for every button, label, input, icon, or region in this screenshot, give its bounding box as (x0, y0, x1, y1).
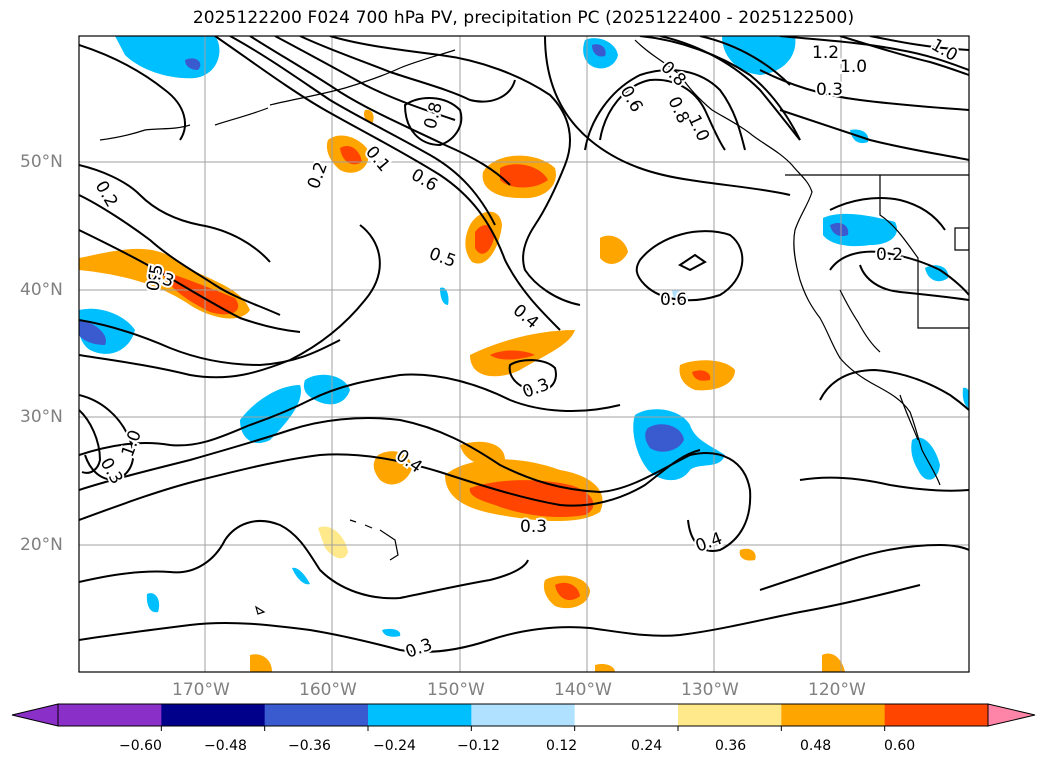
lat-label-30n: 30°N (20, 407, 63, 427)
contour-label: 1.2 (812, 43, 839, 63)
contour-label: 1.0 (928, 35, 961, 66)
contour-label: 0.2 (91, 178, 122, 211)
colorbar-extend-high (987, 703, 1036, 727)
lon-label-130w: 130°W (681, 680, 739, 700)
contour-label: 0.4 (693, 529, 725, 557)
colorbar-tick-label: −0.36 (288, 738, 331, 754)
colorbar-segment (884, 704, 989, 726)
contour-label: 0.3 (520, 375, 552, 403)
lat-label-50n: 50°N (20, 152, 63, 172)
lon-label-120w: 120°W (808, 680, 866, 700)
colorbar-tick-label: 0.60 (884, 738, 916, 754)
contour-label: 0.8 (421, 100, 447, 131)
lon-label-140w: 140°W (554, 680, 612, 700)
colorbar-segment (781, 704, 886, 726)
colorbar-segment (678, 704, 782, 726)
contour-label: 0.1 (361, 142, 394, 176)
colorbar-tick-label: 0.48 (800, 738, 832, 754)
lon-label-170w: 170°W (172, 680, 230, 700)
colorbar-segment (368, 704, 472, 726)
contour-label: 0.2 (304, 159, 332, 191)
colorbar-tick-label: −0.60 (119, 738, 162, 754)
colorbar-segment (58, 704, 162, 726)
colorbar (11, 703, 1036, 731)
contour-label: 1.0 (118, 427, 146, 459)
precip-negative-areas (79, 36, 969, 637)
colorbar-extend-low (11, 703, 59, 727)
colorbar-tick-label: 0.36 (715, 738, 747, 754)
contour-label: 0.6 (408, 165, 441, 196)
colorbar-tick-label: 0.24 (631, 738, 663, 754)
colorbar-segment (161, 704, 266, 726)
graticule (79, 36, 969, 672)
map-frame (78, 35, 970, 673)
colorbar-tick-label: −0.12 (457, 738, 500, 754)
contour-label: 0.2 (876, 245, 903, 265)
map-title: 2025122200 F024 700 hPa PV, precipitatio… (192, 8, 855, 28)
contour-label: 1.0 (840, 57, 867, 77)
contour-label: 0.8 (656, 57, 689, 90)
colorbar-outline (57, 703, 989, 727)
lat-label-20n: 20°N (20, 535, 63, 555)
contour-label: 0.3 (816, 80, 843, 100)
contour-label: 0.5 (426, 244, 458, 272)
pv-contours (79, 36, 969, 653)
colorbar-segment (471, 704, 576, 726)
lon-label-150w: 150°W (427, 680, 485, 700)
lon-label-160w: 160°W (299, 680, 357, 700)
colorbar-segment (574, 704, 679, 726)
precip-positive-areas (79, 109, 845, 672)
colorbar-tick-label: 0.12 (546, 738, 578, 754)
contour-label: 0.3 (403, 635, 435, 663)
colorbar-segment (264, 704, 369, 726)
contour-label: 0.6 (660, 290, 687, 310)
coastlines (99, 39, 969, 615)
contour-label: 0.3 (520, 517, 547, 537)
colorbar-tick-label: −0.24 (373, 738, 416, 754)
lat-label-40n: 40°N (20, 280, 63, 300)
colorbar-tick-label: −0.48 (204, 738, 247, 754)
